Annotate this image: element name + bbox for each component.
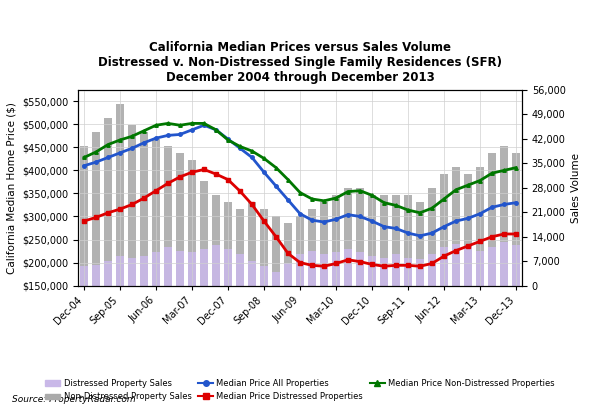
Bar xyxy=(248,202,256,286)
Bar xyxy=(284,263,292,286)
Bar xyxy=(488,153,496,286)
Bar xyxy=(512,153,520,286)
Bar xyxy=(188,253,196,286)
Bar xyxy=(440,174,448,286)
Bar xyxy=(392,195,400,286)
Bar xyxy=(320,254,328,286)
Bar xyxy=(308,251,316,286)
Bar xyxy=(380,195,388,286)
Bar xyxy=(428,188,436,286)
Bar xyxy=(128,257,136,286)
Bar xyxy=(392,254,400,286)
Bar xyxy=(344,188,352,286)
Bar xyxy=(332,195,340,286)
Bar xyxy=(332,253,340,286)
Bar xyxy=(164,247,172,286)
Bar xyxy=(284,223,292,286)
Legend: Distressed Property Sales, Non-Distressed Property Sales, Median Price All Prope: Distressed Property Sales, Non-Distresse… xyxy=(43,377,557,404)
Bar xyxy=(440,247,448,286)
Text: Source: PropertyRadar.com: Source: PropertyRadar.com xyxy=(12,395,136,404)
Bar xyxy=(296,216,304,286)
Bar xyxy=(488,247,496,286)
Bar xyxy=(164,146,172,286)
Bar xyxy=(188,160,196,286)
Bar xyxy=(200,249,208,286)
Bar xyxy=(272,216,280,286)
Bar xyxy=(80,266,88,286)
Bar xyxy=(104,118,112,286)
Bar xyxy=(140,256,148,286)
Bar xyxy=(116,256,124,286)
Bar xyxy=(356,253,364,286)
Title: California Median Prices versus Sales Volume
Distressed v. Non-Distressed Single: California Median Prices versus Sales Vo… xyxy=(98,42,502,84)
Bar xyxy=(380,257,388,286)
Bar xyxy=(368,256,376,286)
Bar xyxy=(260,266,268,286)
Bar xyxy=(476,251,484,286)
Bar xyxy=(320,202,328,286)
Bar xyxy=(512,245,520,286)
Bar xyxy=(416,202,424,286)
Bar xyxy=(464,174,472,286)
Bar xyxy=(104,261,112,286)
Bar xyxy=(92,265,100,286)
Bar xyxy=(152,253,160,286)
Bar xyxy=(152,139,160,286)
Bar xyxy=(452,167,460,286)
Bar xyxy=(80,146,88,286)
Y-axis label: Sales Volume: Sales Volume xyxy=(571,153,581,223)
Bar xyxy=(476,167,484,286)
Bar xyxy=(272,272,280,286)
Bar xyxy=(368,195,376,286)
Bar xyxy=(212,195,220,286)
Bar xyxy=(404,195,412,286)
Bar xyxy=(500,242,508,286)
Bar xyxy=(176,153,184,286)
Bar xyxy=(248,261,256,286)
Bar xyxy=(116,104,124,286)
Bar xyxy=(260,208,268,286)
Bar xyxy=(224,202,232,286)
Bar xyxy=(92,132,100,286)
Bar xyxy=(404,257,412,286)
Bar xyxy=(452,244,460,286)
Bar xyxy=(224,249,232,286)
Bar xyxy=(428,254,436,286)
Bar xyxy=(236,208,244,286)
Bar xyxy=(128,125,136,286)
Bar xyxy=(344,249,352,286)
Bar xyxy=(416,259,424,286)
Bar xyxy=(200,181,208,286)
Bar xyxy=(296,254,304,286)
Bar xyxy=(236,254,244,286)
Bar xyxy=(176,251,184,286)
Bar xyxy=(308,208,316,286)
Bar xyxy=(500,146,508,286)
Bar xyxy=(140,132,148,286)
Bar xyxy=(464,247,472,286)
Y-axis label: California Median Home Price ($): California Median Home Price ($) xyxy=(7,102,16,274)
Bar xyxy=(212,245,220,286)
Bar xyxy=(356,188,364,286)
